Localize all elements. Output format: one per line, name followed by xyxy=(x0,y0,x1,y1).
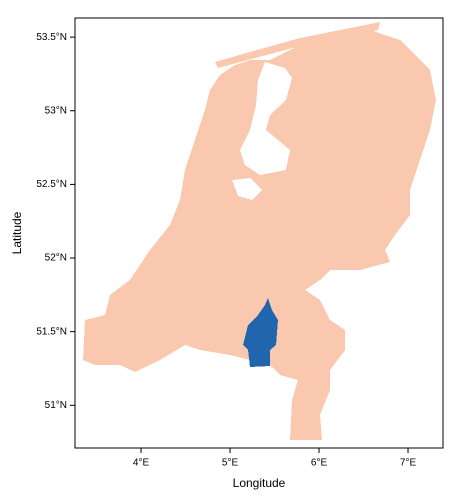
x-axis-label: Longitude xyxy=(233,476,286,490)
y-tick-label: 52°N xyxy=(45,253,67,264)
y-axis-label: Latitude xyxy=(10,211,24,254)
y-tick-label: 53°N xyxy=(45,105,67,116)
x-tick-label: 6°E xyxy=(311,458,328,469)
y-tick-label: 51.5°N xyxy=(36,326,67,337)
y-tick-label: 52.5°N xyxy=(36,179,67,190)
highlight-region xyxy=(243,298,278,367)
land-area xyxy=(83,30,436,440)
x-tick-label: 7°E xyxy=(400,458,417,469)
y-tick-label: 51°N xyxy=(45,400,67,411)
y-tick-label: 53.5°N xyxy=(36,32,67,43)
x-tick-label: 4°E xyxy=(133,458,150,469)
plot-frame xyxy=(74,17,444,449)
x-tick-label: 5°E xyxy=(222,458,239,469)
map-shapes xyxy=(83,22,436,440)
wadden-islands xyxy=(215,22,380,68)
